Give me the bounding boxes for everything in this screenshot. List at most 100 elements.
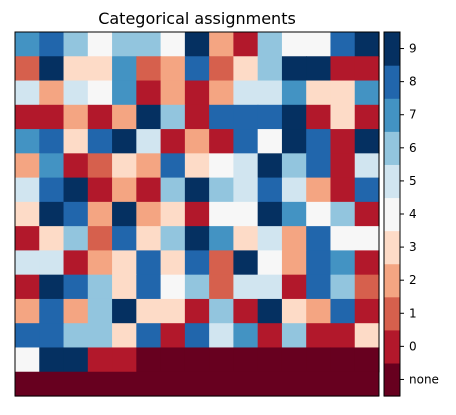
- heatmap-cell: [112, 250, 137, 276]
- heatmap-cell: [233, 250, 259, 276]
- heatmap-cell: [15, 104, 40, 130]
- heatmap-cell: [15, 177, 40, 203]
- heatmap-cell: [87, 177, 113, 203]
- colorbar-tick-label: 5: [409, 174, 417, 188]
- heatmap-cell: [112, 201, 137, 227]
- heatmap-cell: [281, 32, 307, 57]
- colorbar-tick-label: 4: [409, 207, 417, 221]
- heatmap-cell: [63, 153, 89, 179]
- heatmap-cell: [306, 201, 332, 227]
- heatmap-cell: [39, 153, 65, 179]
- heatmap-cell: [209, 80, 234, 106]
- heatmap-cell: [233, 298, 259, 324]
- heatmap-cell: [87, 226, 113, 251]
- heatmap-cell: [354, 32, 380, 57]
- heatmap-cell: [87, 298, 113, 324]
- heatmap-cell: [87, 250, 113, 276]
- heatmap-cell: [112, 226, 137, 251]
- heatmap-cell: [330, 177, 356, 203]
- colorbar-segment: [384, 230, 400, 265]
- colorbar-segment: [384, 131, 400, 165]
- colorbar-tick-label: 2: [409, 273, 417, 287]
- colorbar-segment: [384, 263, 400, 298]
- heatmap-cell: [160, 226, 186, 251]
- heatmap-cell: [160, 129, 186, 154]
- heatmap-cell: [160, 104, 186, 130]
- heatmap-cell: [354, 153, 380, 179]
- heatmap-cell: [209, 153, 234, 179]
- heatmap-cell: [136, 80, 162, 106]
- heatmap-cell: [160, 274, 186, 300]
- heatmap-cell: [112, 177, 137, 203]
- heatmap-cell: [87, 104, 113, 130]
- heatmap-cell: [160, 250, 186, 276]
- colorbar-segment: [384, 98, 400, 132]
- heatmap-cell: [330, 129, 356, 154]
- heatmap-cell: [87, 323, 113, 349]
- heatmap-cell: [281, 347, 307, 373]
- heatmap-fill-band: [15, 371, 379, 397]
- heatmap-cell: [63, 250, 89, 276]
- heatmap-cell: [63, 323, 89, 349]
- heatmap-cell: [281, 104, 307, 130]
- heatmap-cell: [15, 56, 40, 82]
- heatmap-cell: [15, 32, 40, 57]
- heatmap-cell: [15, 274, 40, 300]
- heatmap-cell: [306, 80, 332, 106]
- heatmap-cell: [160, 347, 186, 373]
- heatmap-cell: [281, 177, 307, 203]
- heatmap-cell: [209, 56, 234, 82]
- heatmap-cell: [63, 274, 89, 300]
- colorbar-tick-label: 7: [409, 108, 417, 122]
- heatmap-cell: [233, 226, 259, 251]
- heatmap-cell: [209, 129, 234, 154]
- colorbar-tick-label: 6: [409, 141, 417, 155]
- heatmap-cell: [184, 80, 210, 106]
- heatmap-cell: [39, 298, 65, 324]
- heatmap-cell: [257, 250, 283, 276]
- heatmap-cell: [281, 298, 307, 324]
- heatmap-cell: [306, 177, 332, 203]
- heatmap-cell: [306, 104, 332, 130]
- chart-title: Categorical assignments: [98, 9, 296, 28]
- heatmap-cell: [63, 56, 89, 82]
- heatmap-cell: [281, 129, 307, 154]
- heatmap-cell: [184, 177, 210, 203]
- heatmap-cell: [354, 104, 380, 130]
- heatmap-cell: [209, 274, 234, 300]
- heatmap-cell: [87, 274, 113, 300]
- heatmap-cell: [330, 347, 356, 373]
- heatmap-cell: [15, 323, 40, 349]
- heatmap-cell: [354, 56, 380, 82]
- heatmap-cell: [87, 32, 113, 57]
- heatmap-cell: [281, 226, 307, 251]
- heatmap-cell: [330, 80, 356, 106]
- heatmap-cell: [354, 274, 380, 300]
- heatmap-cell: [281, 323, 307, 349]
- colorbar-tick-label: 0: [409, 339, 417, 353]
- heatmap-cell: [87, 347, 113, 373]
- heatmap-cell: [330, 298, 356, 324]
- heatmap-cell: [257, 347, 283, 373]
- heatmap-cell: [160, 56, 186, 82]
- heatmap-cell: [354, 347, 380, 373]
- heatmap-cell: [136, 104, 162, 130]
- heatmap-cell: [306, 250, 332, 276]
- heatmap-cell: [39, 347, 65, 373]
- heatmap-cell: [39, 226, 65, 251]
- heatmap-cell: [209, 298, 234, 324]
- heatmap-cell: [112, 347, 137, 373]
- heatmap-cell: [233, 274, 259, 300]
- heatmap-cell: [39, 201, 65, 227]
- heatmap-cell: [87, 201, 113, 227]
- heatmap-cell: [15, 347, 40, 373]
- heatmap-cell: [209, 250, 234, 276]
- heatmap-cell: [330, 32, 356, 57]
- heatmap-cell: [209, 201, 234, 227]
- heatmap-cell: [39, 80, 65, 106]
- heatmap-cell: [233, 56, 259, 82]
- heatmap-cell: [160, 153, 186, 179]
- heatmap-cell: [306, 298, 332, 324]
- colorbar-segment: [384, 197, 400, 232]
